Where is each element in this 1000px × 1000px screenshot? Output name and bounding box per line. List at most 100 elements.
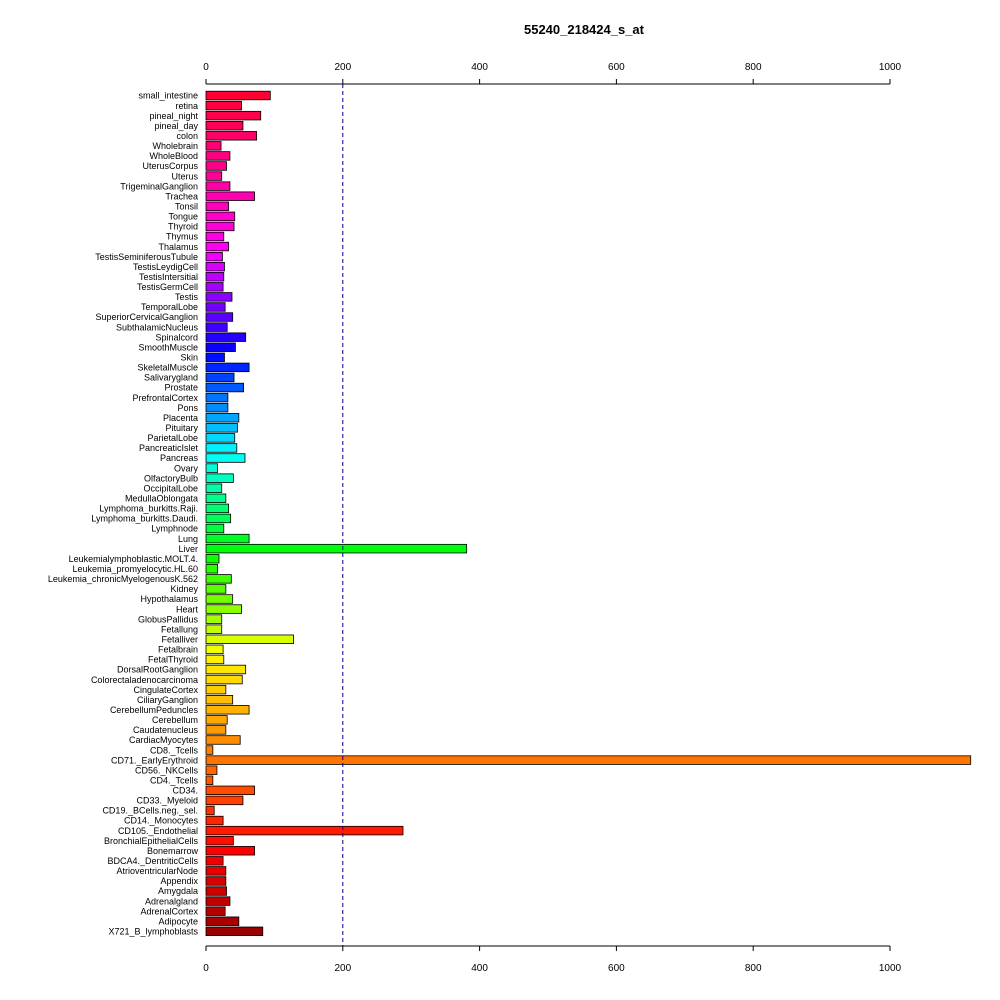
category-label: Heart bbox=[176, 604, 199, 614]
category-label: Cerebellum bbox=[152, 715, 198, 725]
category-label: BDCA4._DentriticCells bbox=[107, 856, 198, 866]
bar-Lymphnode bbox=[205, 523, 225, 534]
bar-Fetalbrain bbox=[205, 644, 224, 655]
category-label: CD14._Monocytes bbox=[124, 816, 199, 826]
bar-ParietalLobe bbox=[205, 433, 236, 443]
category-label: Pituitary bbox=[165, 423, 198, 433]
category-label: Tongue bbox=[168, 212, 198, 222]
category-label: DorsalRootGanglion bbox=[117, 665, 198, 675]
category-label: CD71._EarlyErythroid bbox=[111, 755, 198, 765]
category-label: SmoothMuscle bbox=[138, 342, 198, 352]
bar-Pituitary bbox=[205, 423, 238, 433]
bottom-tick-label: 1000 bbox=[879, 963, 902, 974]
category-label: Thymus bbox=[166, 232, 199, 242]
category-labels-group: small_intestineretinapineal_nightpineal_… bbox=[48, 91, 199, 937]
category-label: TemporalLobe bbox=[141, 302, 198, 312]
bar-Skin bbox=[205, 352, 225, 363]
category-label: CD19._BCells.neg._sel. bbox=[102, 806, 198, 816]
category-label: Pancreas bbox=[160, 453, 199, 463]
bar-TestisIntersitial bbox=[205, 272, 225, 282]
bar-small_intestine bbox=[205, 90, 271, 101]
category-label: ParietalLobe bbox=[147, 433, 198, 443]
category-label: Placenta bbox=[163, 413, 198, 423]
bar-AtrioventricularNode bbox=[205, 866, 227, 876]
category-label: TestisLeydigCell bbox=[133, 262, 198, 272]
bottom-tick-label: 600 bbox=[608, 963, 625, 974]
category-label: MedullaOblongata bbox=[125, 494, 198, 504]
category-label: Lymphoma_burkitts.Daudi. bbox=[91, 514, 198, 524]
bottom-tick-label: 200 bbox=[334, 963, 351, 974]
bar-Lymphoma_burkitts.Raji. bbox=[205, 503, 229, 514]
category-label: Salivarygland bbox=[144, 373, 198, 383]
bar-Leukemia_promyelocytic.HL.60 bbox=[205, 564, 219, 574]
bar-Cerebellum bbox=[205, 715, 228, 725]
bar-TrigeminalGanglion bbox=[205, 181, 231, 191]
bar-Uterus bbox=[205, 171, 223, 181]
category-label: Spinalcord bbox=[155, 332, 198, 342]
category-label: TrigeminalGanglion bbox=[120, 181, 198, 191]
bar-Fetallung bbox=[205, 624, 223, 634]
bar-Prostate bbox=[205, 382, 245, 393]
bottom-tick-label: 0 bbox=[203, 963, 209, 974]
bar-Amygdala bbox=[205, 886, 227, 896]
bar-WholeBlood bbox=[205, 151, 231, 161]
bar-SmoothMuscle bbox=[205, 342, 236, 352]
category-label: PrefrontalCortex bbox=[132, 393, 198, 403]
category-label: UterusCorpus bbox=[142, 161, 198, 171]
bar-PancreaticIslet bbox=[205, 443, 238, 453]
bar-FetalThyroid bbox=[205, 654, 225, 665]
category-label: Testis bbox=[175, 292, 199, 302]
category-label: WholeBlood bbox=[149, 151, 198, 161]
top-tick-label: 600 bbox=[608, 62, 625, 73]
category-label: OccipitalLobe bbox=[143, 483, 198, 493]
bar-CD8._Tcells bbox=[205, 745, 214, 755]
category-label: BronchialEpithelialCells bbox=[104, 836, 199, 846]
category-label: CD56._NKCells bbox=[135, 765, 199, 775]
category-label: pineal_night bbox=[149, 111, 198, 121]
category-label: TestisIntersitial bbox=[139, 272, 198, 282]
bar-OlfactoryBulb bbox=[205, 473, 234, 483]
category-label: SubthalamicNucleus bbox=[116, 322, 199, 332]
category-label: CD105._Endothelial bbox=[118, 826, 198, 836]
bar-Thymus bbox=[205, 231, 225, 242]
category-label: CiliaryGanglion bbox=[137, 695, 198, 705]
bar-Heart bbox=[205, 604, 242, 614]
category-label: Appendix bbox=[160, 876, 198, 886]
bar-Tonsil bbox=[205, 201, 229, 211]
category-label: TestisSeminiferousTubule bbox=[95, 252, 198, 262]
category-label: Adipocyte bbox=[158, 916, 198, 926]
category-label: TestisGermCell bbox=[137, 282, 198, 292]
bar-CardiacMyocytes bbox=[205, 735, 241, 745]
category-label: Wholebrain bbox=[152, 141, 198, 151]
bars-group bbox=[205, 90, 972, 937]
bottom-tick-label: 400 bbox=[471, 963, 488, 974]
category-label: Bonemarrow bbox=[147, 846, 199, 856]
top-tick-label: 200 bbox=[334, 62, 351, 73]
bar-CD33._Myeloid bbox=[205, 795, 244, 806]
bar-SubthalamicNucleus bbox=[205, 322, 228, 332]
category-label: Amygdala bbox=[158, 886, 198, 896]
category-label: PancreaticIslet bbox=[139, 443, 199, 453]
bar-TestisLeydigCell bbox=[205, 261, 225, 272]
category-label: CD34. bbox=[172, 786, 198, 796]
top-tick-label: 800 bbox=[745, 62, 762, 73]
top-tick-label: 400 bbox=[471, 62, 488, 73]
category-label: colon bbox=[176, 131, 198, 141]
category-label: CingulateCortex bbox=[133, 685, 198, 695]
bar-Lung bbox=[205, 533, 250, 544]
bar-Liver bbox=[205, 543, 468, 554]
bar-pineal_night bbox=[205, 110, 262, 121]
category-label: CerebellumPeduncles bbox=[110, 705, 199, 715]
bar-TestisGermCell bbox=[205, 282, 224, 292]
bar-Appendix bbox=[205, 876, 227, 886]
bottom-tick-label: 800 bbox=[745, 963, 762, 974]
category-label: Fetallung bbox=[161, 624, 198, 634]
category-label: Adrenalgland bbox=[145, 896, 198, 906]
bar-GlobusPallidus bbox=[205, 614, 223, 624]
category-label: Pons bbox=[177, 403, 198, 413]
top-tick-label: 1000 bbox=[879, 62, 902, 73]
bar-Pancreas bbox=[205, 453, 246, 463]
bar-retina bbox=[205, 100, 242, 111]
bar-SuperiorCervicalGanglion bbox=[205, 312, 234, 322]
